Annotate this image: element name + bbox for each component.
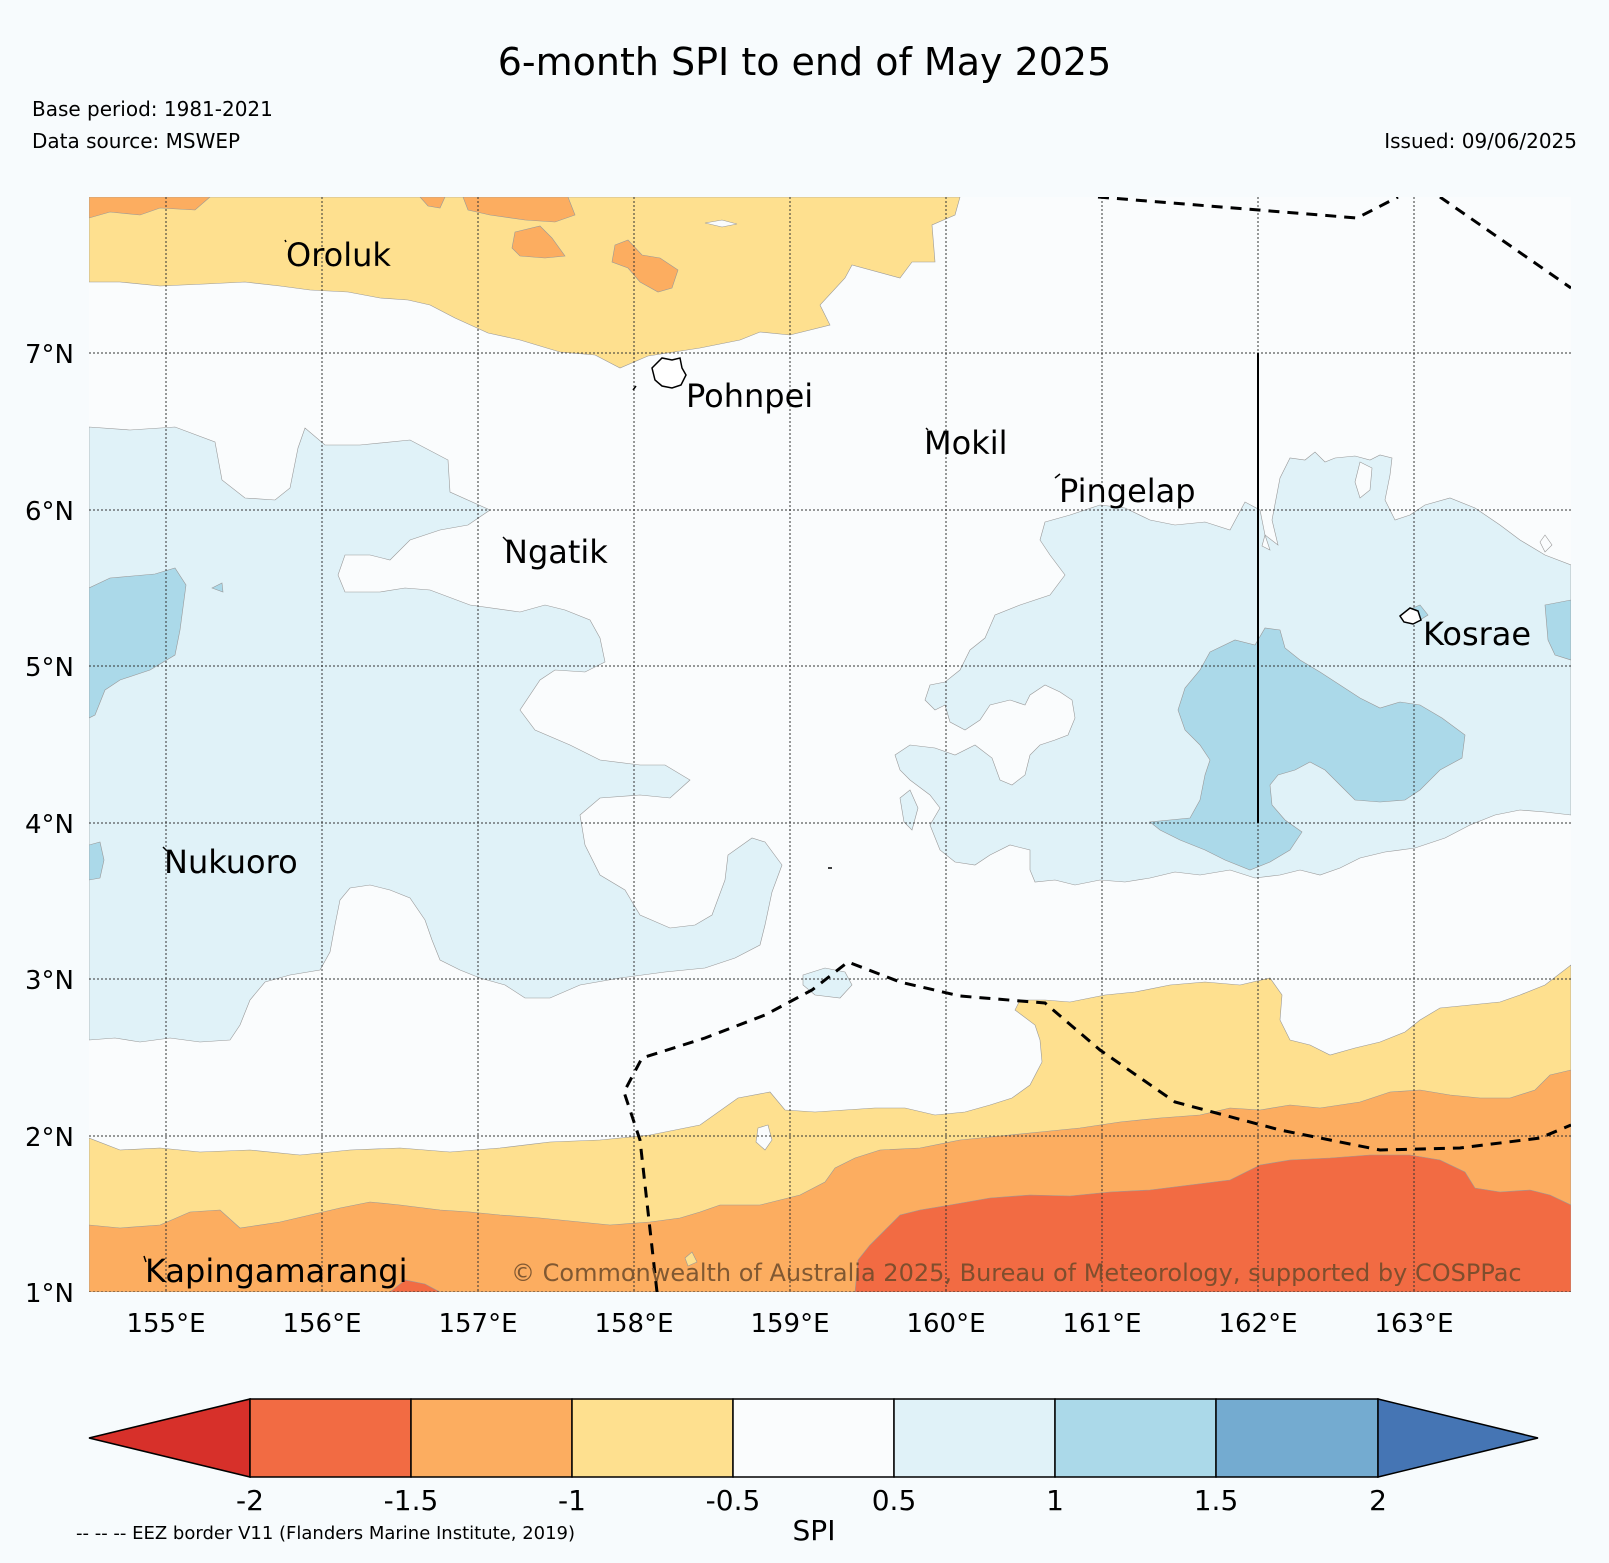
colorbar-extend-low [88, 1398, 251, 1478]
place-label-ngatik: Ngatik [504, 533, 608, 571]
lat-label: 4°N [25, 810, 74, 840]
colorbar-tick: -1 [558, 1484, 586, 1517]
colorbar-segment [1215, 1398, 1379, 1478]
colorbar-segment [1054, 1398, 1217, 1478]
colorbar-segment [249, 1398, 412, 1478]
latitude-gridlines [89, 352, 1571, 1292]
lon-label: 163°E [1374, 1309, 1453, 1339]
severely-dry-fleck [389, 1279, 441, 1292]
colorbar-label: SPI [793, 1514, 836, 1547]
place-label-kapingamarangi: Kapingamarangi [145, 1252, 407, 1290]
neutral-hole-south [755, 1124, 773, 1151]
moderately-dry-patch [89, 197, 211, 219]
place-label-kosrae: Kosrae [1423, 615, 1531, 653]
lat-label: 2°N [25, 1123, 74, 1153]
page-title: 6-month SPI to end of May 2025 [497, 40, 1112, 84]
moderately-dry-patch [511, 225, 566, 259]
lon-label: 162°E [1218, 1309, 1297, 1339]
lon-label: 157°E [438, 1309, 517, 1339]
copyright-text: © Commonwealth of Australia 2025, Bureau… [511, 1259, 1522, 1287]
wet-fleck [899, 789, 919, 831]
eez-border-note: -- -- -- EEZ border V11 (Flanders Marine… [76, 1523, 576, 1544]
colorbar-tick: 2 [1369, 1484, 1387, 1517]
map-area: Oroluk Pohnpei Mokil Pingelap Ngatik Kos… [89, 197, 1571, 1292]
lon-label: 158°E [594, 1309, 673, 1339]
moist-patch-east [1544, 599, 1571, 661]
lat-label: 6°N [25, 497, 74, 527]
place-label-pohnpei: Pohnpei [686, 377, 813, 415]
lon-label: 155°E [126, 1309, 205, 1339]
severely-dry-region-south [854, 1154, 1571, 1292]
pohnpei-island [651, 357, 687, 389]
neutral-hole-east [1539, 534, 1553, 553]
neutral-hole-east [1354, 461, 1373, 499]
colorbar-segment [571, 1398, 734, 1478]
atoll-markers [143, 239, 1061, 1263]
lat-label: 1°N [25, 1279, 74, 1309]
moderately-dry-patch [611, 239, 679, 293]
moderately-dry-patch [419, 197, 446, 209]
lon-label: 161°E [1062, 1309, 1141, 1339]
moist-fleck [211, 582, 224, 593]
colorbar-tick: 1.5 [1194, 1484, 1239, 1517]
moist-patch-west [89, 567, 187, 719]
colorbar-tick: -2 [236, 1484, 264, 1517]
place-label-oroluk: Oroluk [286, 236, 391, 274]
moist-patch-west-small [89, 841, 105, 881]
spi-colorbar: -2 -1.5 -1 -0.5 0.5 1 1.5 2 SPI [88, 1398, 1539, 1547]
lon-label: 160°E [906, 1309, 985, 1339]
base-period-text: Base period: 1981-2021 [32, 97, 273, 121]
dry-fleck [684, 1251, 698, 1267]
place-label-pingelap: Pingelap [1059, 472, 1196, 510]
eez-border [622, 197, 1571, 1292]
longitude-gridlines [165, 197, 1415, 1292]
lon-label: 156°E [282, 1309, 361, 1339]
colorbar-tick: 0.5 [872, 1484, 917, 1517]
place-label-mokil: Mokil [924, 424, 1008, 462]
colorbar-segment [410, 1398, 573, 1478]
colorbar-tick: -1.5 [384, 1484, 439, 1517]
lat-label: 7°N [25, 340, 74, 370]
place-label-nukuoro: Nukuoro [164, 843, 298, 881]
colorbar-extend-high [1377, 1398, 1539, 1478]
colorbar-segment [893, 1398, 1056, 1478]
neutral-hole-east [1261, 533, 1271, 551]
dry-region-north [89, 197, 961, 369]
latitude-labels: 7°N 6°N 5°N 4°N 3°N 2°N 1°N [25, 340, 74, 1309]
lat-label: 5°N [25, 653, 74, 683]
neutral-hole [704, 219, 738, 228]
lon-label: 159°E [750, 1309, 829, 1339]
moist-patch-east [1149, 627, 1466, 871]
moderately-dry-patch [462, 197, 576, 223]
wet-fleck [802, 967, 853, 999]
wet-region-west [89, 426, 783, 1043]
issued-date-text: Issued: 09/06/2025 [1384, 129, 1577, 153]
colorbar-tick: 1 [1046, 1484, 1064, 1517]
longitude-labels: 155°E 156°E 157°E 158°E 159°E 160°E 161°… [126, 1309, 1453, 1339]
colorbar-tick: -0.5 [706, 1484, 761, 1517]
kosrae-island [1398, 607, 1422, 625]
colorbar-segment [732, 1398, 895, 1478]
lat-label: 3°N [25, 966, 74, 996]
data-source-text: Data source: MSWEP [32, 129, 241, 153]
